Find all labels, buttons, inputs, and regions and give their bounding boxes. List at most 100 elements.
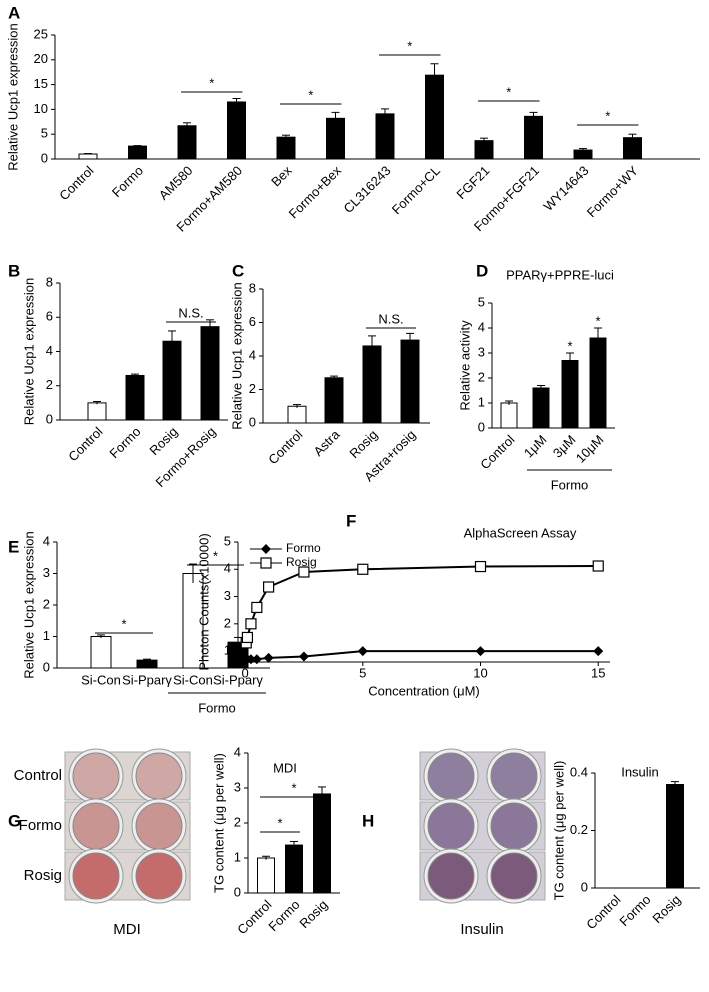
y-tick-label: 0 bbox=[234, 884, 241, 899]
bar bbox=[561, 360, 579, 429]
y-tick-label: 8 bbox=[46, 274, 53, 289]
point bbox=[593, 646, 604, 657]
group-label: Formo bbox=[198, 700, 236, 715]
x-tick-label: AM580 bbox=[156, 163, 196, 203]
point bbox=[298, 566, 310, 578]
panel-letter: C bbox=[232, 261, 244, 280]
bar bbox=[87, 402, 107, 421]
y-tick-label: 0 bbox=[41, 150, 48, 165]
y-tick-label: 4 bbox=[224, 561, 231, 576]
chart-title: AlphaScreen Assay bbox=[464, 525, 577, 540]
bar bbox=[400, 339, 420, 424]
x-tick-label: Astra bbox=[310, 426, 343, 459]
x-axis-label: Concentration (μM) bbox=[368, 683, 480, 698]
significance: N.S. bbox=[378, 311, 403, 326]
well-stain bbox=[427, 852, 475, 900]
legend-marker bbox=[261, 544, 271, 554]
y-axis-label: Relative Ucp1 expression bbox=[5, 23, 20, 170]
well-stain bbox=[490, 752, 538, 800]
x-tick-label: Control bbox=[234, 897, 274, 937]
y-tick-label: 3 bbox=[478, 344, 485, 359]
x-tick-label: Formo+CL bbox=[389, 163, 443, 217]
y-tick-label: 5 bbox=[41, 126, 48, 141]
x-tick-label: Si-Pparγ bbox=[122, 672, 172, 687]
chart-title: PPARγ+PPRE-luci bbox=[506, 267, 614, 282]
legend-marker bbox=[260, 557, 272, 569]
point bbox=[592, 560, 604, 572]
bar bbox=[90, 636, 112, 669]
x-tick-label: Control bbox=[65, 424, 105, 464]
well-stain bbox=[135, 852, 183, 900]
x-tick-label: CL316243 bbox=[341, 163, 394, 216]
well-stain bbox=[72, 852, 120, 900]
point bbox=[474, 560, 487, 573]
bar bbox=[276, 136, 296, 160]
x-tick-label: 10 bbox=[473, 665, 487, 680]
panel-letter: G bbox=[8, 811, 21, 830]
y-axis-label: TG content (μg per well) bbox=[211, 753, 226, 893]
group-label: Formo bbox=[551, 477, 589, 492]
x-tick-label: Formo bbox=[616, 892, 653, 929]
y-axis-label: Photon Counts(x10000) bbox=[196, 533, 211, 670]
x-tick-label: Rosig bbox=[346, 427, 380, 461]
x-tick-label: 5 bbox=[359, 665, 366, 680]
significance: * bbox=[308, 87, 313, 102]
x-tick-label: Control bbox=[477, 432, 517, 472]
y-tick-label: 1 bbox=[478, 394, 485, 409]
panel-letter: D bbox=[476, 261, 488, 280]
point bbox=[475, 646, 486, 657]
bar bbox=[177, 125, 197, 160]
significance: * bbox=[209, 75, 214, 90]
bar bbox=[362, 345, 382, 424]
panel-letter: E bbox=[8, 537, 19, 556]
y-tick-label: 8 bbox=[249, 280, 256, 295]
y-tick-label: 3 bbox=[234, 779, 241, 794]
y-axis-label: TG content (μg per well) bbox=[551, 761, 566, 901]
point bbox=[241, 631, 254, 644]
y-axis-label: Relative activity bbox=[457, 320, 472, 411]
x-tick-label: Control bbox=[583, 892, 623, 932]
x-tick-label: Rosig bbox=[649, 892, 683, 926]
bar bbox=[285, 844, 303, 894]
x-tick-label: Formo+WY bbox=[584, 163, 642, 221]
well-stain bbox=[490, 852, 538, 900]
x-tick-label: Rosig bbox=[146, 424, 180, 458]
significance: * bbox=[567, 338, 572, 353]
y-tick-label: 0 bbox=[46, 411, 53, 426]
bar bbox=[532, 387, 550, 429]
significance: * bbox=[213, 548, 218, 563]
x-tick-label: 15 bbox=[591, 665, 605, 680]
y-tick-label: 2 bbox=[224, 615, 231, 630]
x-tick-label: 0 bbox=[241, 665, 248, 680]
y-tick-label: 0 bbox=[249, 414, 256, 429]
well-stain bbox=[427, 802, 475, 850]
y-tick-label: 1 bbox=[224, 643, 231, 658]
y-axis-label: Relative Ucp1 expression bbox=[21, 531, 36, 678]
x-tick-label: Bex bbox=[268, 163, 295, 190]
y-tick-label: 6 bbox=[46, 309, 53, 324]
y-tick-label: 2 bbox=[234, 814, 241, 829]
y-tick-label: 2 bbox=[43, 596, 50, 611]
bar bbox=[313, 793, 331, 894]
bar bbox=[200, 326, 220, 421]
point bbox=[245, 654, 256, 665]
well-stain bbox=[72, 752, 120, 800]
x-tick-label: Formo bbox=[265, 897, 302, 934]
y-tick-label: 25 bbox=[34, 26, 48, 41]
y-tick-label: 3 bbox=[43, 565, 50, 580]
y-tick-label: 4 bbox=[234, 744, 241, 759]
x-tick-label: 1μM bbox=[521, 432, 550, 461]
bar bbox=[474, 140, 494, 160]
y-tick-label: 1 bbox=[234, 849, 241, 864]
significance: * bbox=[595, 313, 600, 328]
y-tick-label: 3 bbox=[224, 588, 231, 603]
well-stain bbox=[72, 802, 120, 850]
y-tick-label: 4 bbox=[43, 533, 50, 548]
significance: * bbox=[121, 616, 126, 631]
well-stain bbox=[135, 802, 183, 850]
panel-letter: F bbox=[346, 511, 356, 530]
panel-letter: A bbox=[8, 3, 20, 22]
point bbox=[357, 563, 369, 575]
panel-letter: H bbox=[362, 811, 374, 830]
well-stain bbox=[135, 752, 183, 800]
